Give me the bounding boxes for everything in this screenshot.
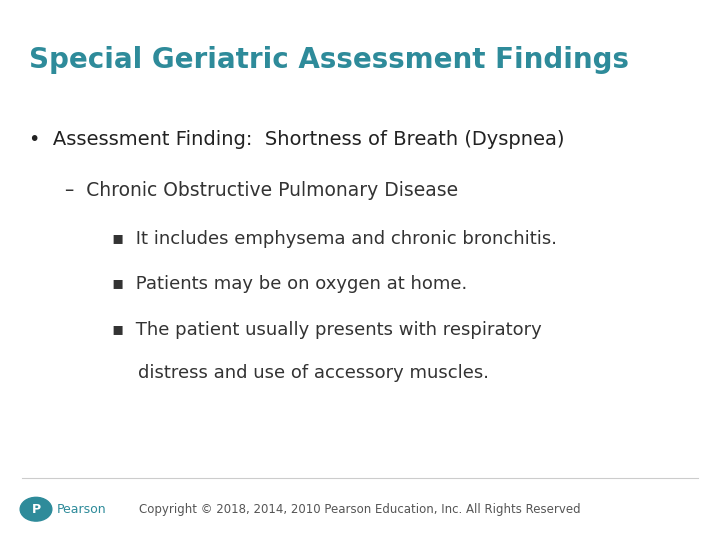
Text: ▪  It includes emphysema and chronic bronchitis.: ▪ It includes emphysema and chronic bron… bbox=[112, 230, 557, 247]
Text: Copyright © 2018, 2014, 2010 Pearson Education, Inc. All Rights Reserved: Copyright © 2018, 2014, 2010 Pearson Edu… bbox=[139, 503, 581, 516]
Circle shape bbox=[20, 497, 52, 521]
Text: ▪  Patients may be on oxygen at home.: ▪ Patients may be on oxygen at home. bbox=[112, 275, 467, 293]
Text: P: P bbox=[32, 503, 40, 516]
Text: ▪  The patient usually presents with respiratory: ▪ The patient usually presents with resp… bbox=[112, 321, 541, 339]
Text: Pearson: Pearson bbox=[57, 503, 107, 516]
Text: distress and use of accessory muscles.: distress and use of accessory muscles. bbox=[138, 364, 490, 382]
Text: –  Chronic Obstructive Pulmonary Disease: – Chronic Obstructive Pulmonary Disease bbox=[65, 181, 458, 200]
Text: •  Assessment Finding:  Shortness of Breath (Dyspnea): • Assessment Finding: Shortness of Breat… bbox=[29, 130, 564, 148]
Text: Special Geriatric Assessment Findings: Special Geriatric Assessment Findings bbox=[29, 46, 629, 74]
